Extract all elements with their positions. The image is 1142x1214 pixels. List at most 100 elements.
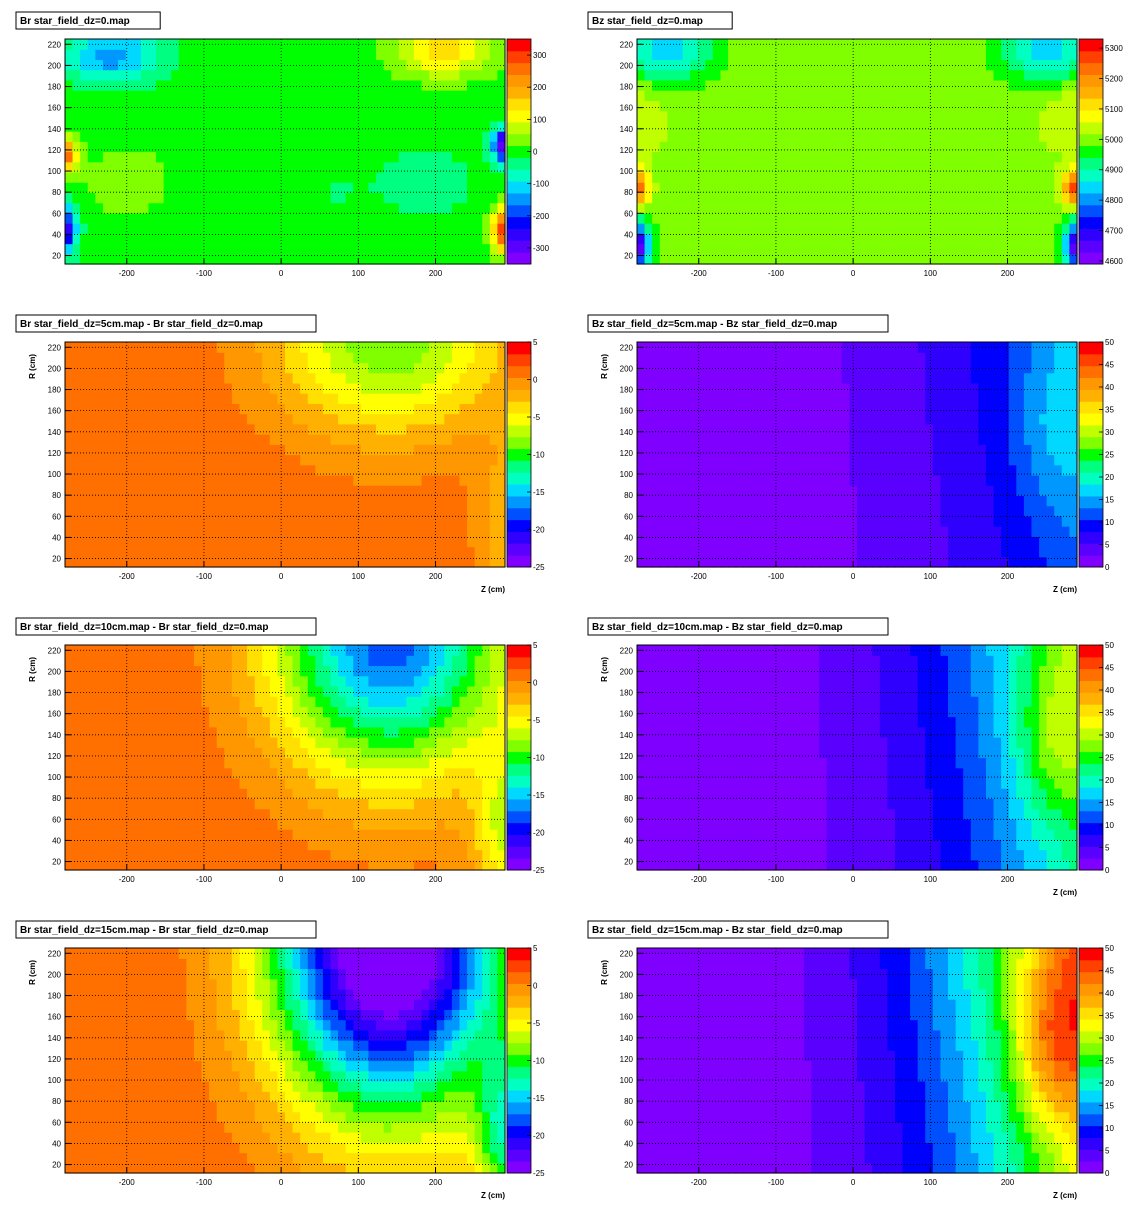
heatmap-cell <box>292 120 301 132</box>
heatmap-cell <box>781 454 790 466</box>
heatmap-cell <box>674 161 684 173</box>
heatmap-cell <box>1046 171 1055 183</box>
heatmap-cell <box>300 454 309 466</box>
heatmap-cell <box>118 131 127 142</box>
heatmap-cell <box>444 90 453 101</box>
heatmap-cell <box>224 556 233 568</box>
heatmap-cell <box>750 434 759 445</box>
heatmap-cell <box>758 39 767 50</box>
heatmap-cell <box>467 454 476 466</box>
heatmap-cell <box>193 495 203 507</box>
heatmap-cell <box>186 90 195 101</box>
heatmap-cell <box>376 546 385 558</box>
heatmap-cell <box>254 403 263 415</box>
heatmap-cell <box>247 59 256 71</box>
heatmap-cell <box>788 393 797 404</box>
heatmap-cell <box>413 253 423 265</box>
heatmap-cell <box>682 536 691 548</box>
heatmap-cell <box>140 90 150 101</box>
heatmap-cell <box>1069 243 1078 255</box>
heatmap-cell <box>436 192 445 204</box>
heatmap-cell <box>872 90 881 101</box>
heatmap-cell <box>917 403 926 415</box>
heatmap-cell <box>735 192 744 204</box>
heatmap-cell <box>353 382 362 394</box>
heatmap-cell <box>1001 39 1010 50</box>
heatmap-cell <box>712 454 722 466</box>
heatmap-cell <box>239 444 248 456</box>
heatmap-cell <box>171 515 180 527</box>
colorbar-swatch <box>507 413 531 426</box>
heatmap-cell <box>826 526 835 537</box>
heatmap-cell <box>133 253 142 265</box>
heatmap-cell <box>80 413 89 425</box>
heatmap-cell <box>1054 79 1063 91</box>
heatmap-cell <box>1046 151 1055 163</box>
heatmap-cell <box>451 403 461 415</box>
heatmap-cell <box>269 100 279 112</box>
heatmap-cell <box>917 505 926 517</box>
heatmap-cell <box>133 202 142 214</box>
heatmap-cell <box>300 161 309 173</box>
heatmap-cell <box>118 393 127 404</box>
heatmap-cell <box>398 110 407 122</box>
heatmap-cell <box>285 526 294 537</box>
heatmap-cell <box>163 505 172 517</box>
heatmap-cell <box>118 556 127 568</box>
heatmap-cell <box>467 243 476 255</box>
heatmap-cell <box>712 39 722 50</box>
heatmap-cell <box>254 182 263 194</box>
heatmap-cell <box>467 171 476 183</box>
heatmap-cell <box>125 526 134 537</box>
heatmap-cell <box>834 474 843 486</box>
heatmap-cell <box>728 556 737 568</box>
heatmap-cell <box>277 243 286 255</box>
heatmap-cell <box>796 434 805 445</box>
heatmap-cell <box>322 556 332 568</box>
heatmap-cell <box>697 120 706 132</box>
heatmap-cell <box>497 151 506 163</box>
heatmap-cell <box>773 69 782 81</box>
heatmap-cell <box>781 556 790 568</box>
heatmap-cell <box>872 362 881 374</box>
heatmap-cell <box>644 495 653 507</box>
heatmap-cell <box>413 79 423 91</box>
heatmap-cell <box>712 192 722 204</box>
heatmap-cell <box>459 464 468 476</box>
heatmap-cell <box>436 434 445 445</box>
heatmap-cell <box>193 151 203 163</box>
heatmap-cell <box>887 382 896 394</box>
heatmap-cell <box>841 485 851 497</box>
heatmap-cell <box>148 515 157 527</box>
heatmap-cell <box>383 444 392 456</box>
heatmap-cell <box>652 546 661 558</box>
heatmap-cell <box>902 505 911 517</box>
heatmap-cell <box>894 182 904 194</box>
heatmap-cell <box>902 192 911 204</box>
heatmap-cell <box>1008 69 1017 81</box>
heatmap-cell <box>193 49 203 61</box>
heatmap-cell <box>652 161 661 173</box>
heatmap-cell <box>788 556 797 568</box>
heatmap-cell <box>811 342 820 353</box>
heatmap-cell <box>277 212 286 224</box>
heatmap-cell <box>209 342 218 353</box>
heatmap-cell <box>781 536 790 548</box>
heatmap-cell <box>963 171 972 183</box>
heatmap-cell <box>758 151 767 163</box>
heatmap-cell <box>80 423 89 435</box>
heatmap-cell <box>1008 90 1017 101</box>
heatmap-cell <box>224 546 233 558</box>
heatmap-cell <box>826 59 835 71</box>
heatmap-cell <box>819 253 828 265</box>
heatmap-cell <box>300 243 309 255</box>
heatmap-cell <box>887 69 896 81</box>
heatmap-cell <box>932 526 942 537</box>
heatmap-cell <box>690 382 699 394</box>
heatmap-cell <box>178 90 187 101</box>
heatmap-cell <box>110 39 119 50</box>
heatmap-cell <box>156 39 165 50</box>
heatmap-cell <box>720 161 729 173</box>
heatmap-cell <box>697 39 706 50</box>
heatmap-cell <box>163 474 172 486</box>
